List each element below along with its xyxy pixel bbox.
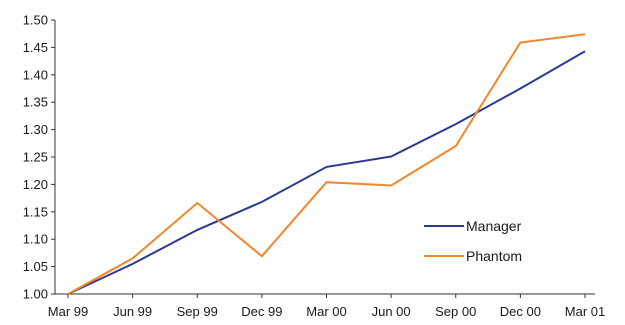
y-tick-label: 1.40 bbox=[23, 67, 48, 82]
y-tick-label: 1.10 bbox=[23, 232, 48, 247]
x-tick-label: Mar 00 bbox=[306, 304, 346, 319]
x-tick-label: Jun 00 bbox=[372, 304, 411, 319]
x-tick-label: Mar 01 bbox=[565, 304, 605, 319]
y-tick-label: 1.45 bbox=[23, 40, 48, 55]
y-tick-label: 1.15 bbox=[23, 204, 48, 219]
legend-label-phantom: Phantom bbox=[466, 248, 522, 264]
y-tick-label: 1.05 bbox=[23, 259, 48, 274]
y-tick-label: 1.35 bbox=[23, 95, 48, 110]
y-tick-label: 1.50 bbox=[23, 13, 48, 28]
y-tick-label: 1.30 bbox=[23, 122, 48, 137]
y-axis-ticks: 1.00 1.05 1.10 1.15 1.20 1.25 1.30 1.35 1.40 1.45… bbox=[23, 13, 55, 302]
series-line-phantom bbox=[67, 33, 586, 295]
x-axis-ticks: Mar 99 Jun 99 Sep 99 Dec 99 Mar 00 Jun 00 Sep … bbox=[48, 294, 605, 319]
series-line-manager bbox=[67, 50, 586, 295]
x-tick-label: Mar 99 bbox=[48, 304, 88, 319]
x-tick-label: Dec 00 bbox=[500, 304, 541, 319]
y-tick-label: 1.25 bbox=[23, 150, 48, 165]
x-tick-label: Sep 00 bbox=[435, 304, 476, 319]
x-tick-label: Sep 99 bbox=[177, 304, 218, 319]
x-tick-label: Jun 99 bbox=[113, 304, 152, 319]
legend: Manager Phantom bbox=[424, 218, 522, 264]
legend-label-manager: Manager bbox=[466, 218, 522, 234]
y-tick-label: 1.00 bbox=[23, 287, 48, 302]
series-lines bbox=[67, 33, 586, 295]
x-tick-label: Dec 99 bbox=[241, 304, 282, 319]
y-tick-label: 1.20 bbox=[23, 177, 48, 192]
